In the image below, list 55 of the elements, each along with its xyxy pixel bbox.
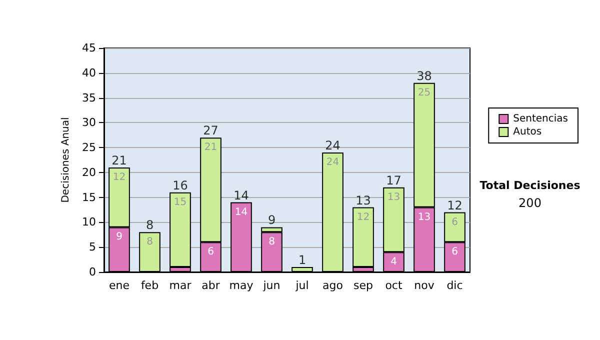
legend-label: Sentencias bbox=[513, 114, 568, 124]
x-tick-label: may bbox=[229, 279, 254, 292]
y-tick-label: 35 bbox=[82, 91, 96, 104]
data-label: 25 bbox=[418, 87, 431, 98]
y-tick-label: 20 bbox=[82, 166, 96, 179]
data-label: 6 bbox=[208, 246, 214, 258]
total-label: 17 bbox=[386, 173, 402, 188]
x-tick-label: ene bbox=[108, 279, 130, 292]
data-label: 14 bbox=[234, 206, 248, 218]
data-label: 8 bbox=[268, 236, 275, 248]
y-tick-label: 30 bbox=[82, 116, 96, 130]
data-label: 8 bbox=[146, 236, 153, 248]
data-label: 24 bbox=[326, 157, 340, 168]
y-tick-label: 10 bbox=[82, 216, 96, 229]
total-label: 9 bbox=[268, 213, 276, 228]
x-tick-label: jul bbox=[294, 279, 309, 292]
text: Total Decisiones bbox=[480, 179, 581, 192]
data-label: 13 bbox=[387, 192, 400, 203]
total-label: 27 bbox=[203, 124, 218, 138]
total-label: 14 bbox=[234, 188, 249, 202]
x-tick-label: abr bbox=[202, 279, 220, 292]
legend-label: Autos bbox=[513, 126, 542, 138]
total-label: 13 bbox=[356, 193, 371, 208]
data-label: 4 bbox=[390, 256, 397, 268]
data-label: 15 bbox=[174, 196, 187, 208]
data-label: 12 bbox=[356, 212, 370, 223]
y-tick-label: 0 bbox=[89, 266, 96, 278]
total-label: 12 bbox=[447, 198, 462, 212]
x-tick-label: dic bbox=[446, 279, 463, 292]
total-label: 16 bbox=[172, 178, 188, 192]
data-label: 6 bbox=[452, 216, 458, 228]
x-tick-label: feb bbox=[140, 279, 159, 292]
y-tick-label: 5 bbox=[89, 240, 96, 254]
x-tick-label: jun bbox=[262, 279, 280, 292]
x-tick-label: sep bbox=[354, 279, 374, 292]
text: 200 bbox=[518, 196, 542, 210]
total-label: 1 bbox=[298, 253, 306, 268]
total-label: 24 bbox=[325, 138, 340, 153]
y-tick-label: 40 bbox=[82, 66, 96, 80]
data-label: 12 bbox=[112, 172, 126, 183]
data-label: 13 bbox=[418, 212, 431, 223]
data-label: 6 bbox=[452, 246, 458, 258]
total-label: 38 bbox=[416, 68, 432, 83]
x-tick-label: oct bbox=[385, 279, 403, 292]
y-tick-label: 25 bbox=[82, 141, 96, 154]
x-tick-label: nov bbox=[414, 279, 435, 292]
y-tick-label: 15 bbox=[82, 190, 96, 204]
data-label: 21 bbox=[204, 142, 218, 154]
x-tick-label: ago bbox=[322, 279, 344, 292]
total-label: 21 bbox=[112, 153, 127, 168]
total-label: 8 bbox=[146, 218, 154, 232]
y-tick-label: 45 bbox=[82, 42, 96, 54]
x-tick-label: mar bbox=[169, 279, 192, 292]
data-label: 9 bbox=[116, 232, 122, 243]
y-axis-title: Decisiones Anual bbox=[60, 117, 72, 203]
